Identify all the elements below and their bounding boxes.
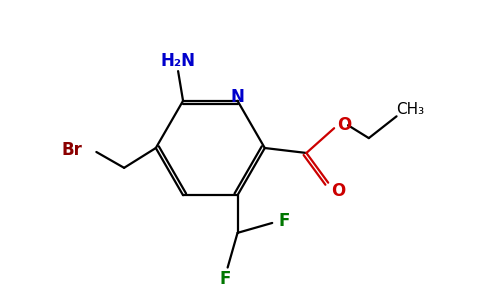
- Text: CH₃: CH₃: [396, 102, 424, 117]
- Text: O: O: [337, 116, 351, 134]
- Text: N: N: [230, 88, 244, 106]
- Text: F: F: [220, 270, 231, 288]
- Text: Br: Br: [61, 141, 82, 159]
- Text: O: O: [331, 182, 345, 200]
- Text: H₂N: H₂N: [161, 52, 196, 70]
- Text: F: F: [278, 212, 290, 230]
